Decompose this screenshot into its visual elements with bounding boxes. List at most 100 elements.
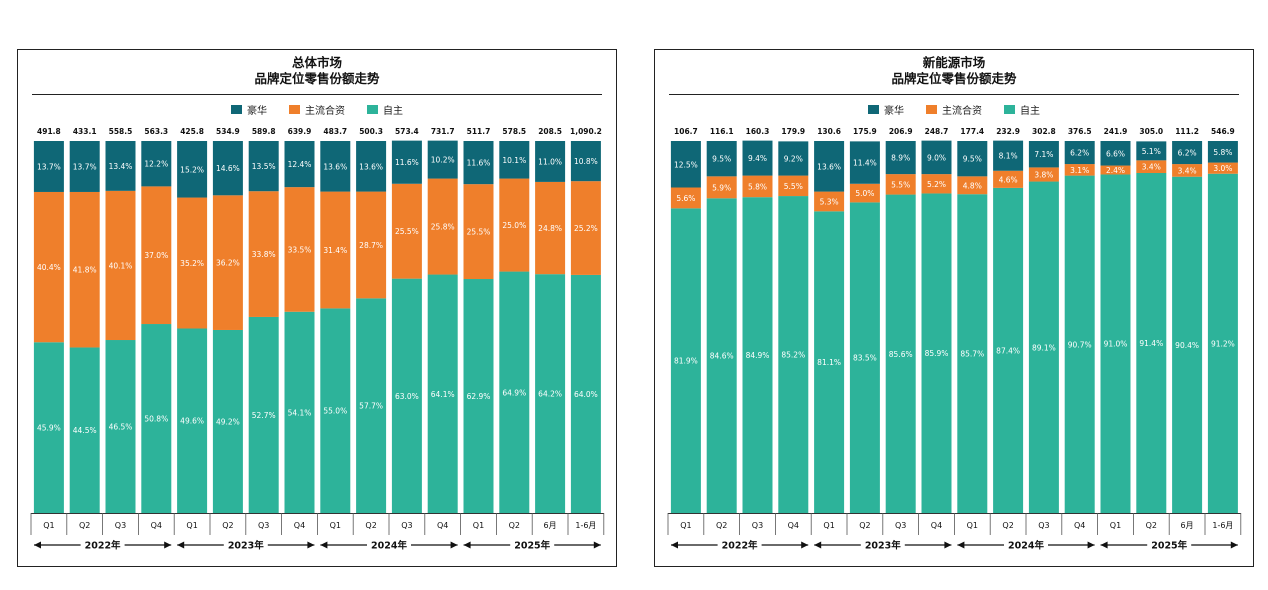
legend-item-luxury: 豪华: [868, 101, 904, 117]
year-group-label: 2025年: [514, 540, 550, 552]
bar-segment-independent: [535, 274, 566, 513]
bar-segment-luxury: [1136, 141, 1167, 161]
data-label-independent: 90.4%: [1175, 341, 1199, 350]
total-label: 179.9: [781, 127, 805, 136]
bar-segment-luxury: [814, 141, 845, 192]
chart-panel-overall-market: 总体市场 品牌定位零售份额走势 豪华 主流合资 自主 45.9% 40.4% 13.…: [17, 49, 617, 567]
category-tick-label: Q4: [294, 521, 305, 530]
bar-segment-luxury: [69, 141, 100, 192]
data-label-independent: 64.0%: [574, 390, 598, 399]
data-label-luxury: 12.4%: [288, 160, 312, 169]
bar-segment-mainstream: [742, 175, 773, 198]
bar-segment-mainstream: [1207, 162, 1238, 174]
data-label-independent: 64.1%: [431, 390, 455, 399]
data-label-luxury: 13.7%: [73, 162, 97, 171]
total-label: 177.4: [960, 127, 984, 136]
legend-swatch-independent: [367, 104, 378, 114]
data-label-mainstream: 28.7%: [359, 241, 383, 250]
total-label: 425.8: [180, 127, 204, 136]
category-tick-label: Q4: [788, 521, 799, 530]
bar-segment-independent: [885, 194, 916, 513]
bar-segment-mainstream: [814, 191, 845, 212]
data-label-luxury: 10.1%: [502, 156, 526, 165]
data-label-mainstream: 5.0%: [855, 189, 874, 198]
bar-segment-mainstream: [177, 197, 208, 329]
bar-segment-luxury: [993, 140, 1024, 171]
category-tick-label: Q4: [151, 521, 162, 530]
bar-segment-mainstream: [885, 174, 916, 195]
data-label-mainstream: 31.4%: [323, 246, 347, 255]
data-label-mainstream: 5.6%: [676, 194, 695, 203]
bar-segment-independent: [570, 274, 601, 513]
bar-segment-independent: [1172, 176, 1203, 513]
data-label-luxury: 6.2%: [1070, 149, 1089, 158]
data-label-luxury: 5.1%: [1142, 147, 1161, 156]
bar-segment-mainstream: [1028, 167, 1059, 182]
total-label: 639.9: [288, 127, 312, 136]
data-label-luxury: 14.6%: [216, 164, 240, 173]
bar-segment-independent: [33, 342, 64, 513]
bar-segment-mainstream: [570, 181, 601, 275]
legend-label-independent: 自主: [383, 105, 403, 117]
bar-segment-luxury: [427, 140, 458, 179]
bar-segment-luxury: [535, 141, 566, 182]
data-label-mainstream: 3.4%: [1142, 163, 1161, 172]
bar-segment-luxury: [1064, 141, 1095, 165]
data-label-independent: 44.5%: [73, 426, 97, 435]
arrowhead-right-icon: [801, 541, 809, 549]
bar-segment-independent: [284, 311, 315, 513]
total-label: 563.3: [144, 127, 168, 136]
data-label-luxury: 13.5%: [252, 162, 276, 171]
total-label: 248.7: [925, 127, 949, 136]
data-label-mainstream: 40.1%: [109, 261, 133, 270]
bar-segment-mainstream: [356, 191, 387, 299]
year-group-label: 2022年: [85, 540, 121, 552]
total-label: 433.1: [73, 127, 97, 136]
bar-segment-mainstream: [141, 186, 172, 325]
data-label-mainstream: 37.0%: [144, 251, 168, 260]
total-label: 116.1: [710, 127, 734, 136]
data-label-luxury: 13.6%: [817, 162, 841, 171]
total-label: 106.7: [674, 127, 698, 136]
category-tick-label: Q3: [115, 521, 126, 530]
arrowhead-left-icon: [671, 541, 678, 549]
category-tick-label: 6月: [544, 521, 557, 530]
data-label-independent: 64.2%: [538, 390, 562, 399]
chart-subtitle: 品牌定位零售份额走势: [254, 71, 380, 86]
data-label-luxury: 11.4%: [853, 159, 877, 168]
data-label-mainstream: 25.8%: [431, 223, 455, 232]
data-label-mainstream: 5.9%: [712, 183, 731, 192]
data-label-mainstream: 3.1%: [1070, 166, 1089, 175]
data-label-luxury: 9.0%: [927, 153, 946, 162]
legend-label-luxury: 豪华: [884, 105, 904, 117]
data-label-mainstream: 33.8%: [252, 250, 276, 259]
data-label-luxury: 9.5%: [712, 155, 731, 164]
total-label: 573.4: [395, 127, 419, 136]
total-label: 208.5: [538, 127, 562, 136]
total-label: 546.9: [1211, 127, 1235, 136]
arrowhead-right-icon: [1230, 541, 1238, 549]
category-tick-label: Q3: [258, 521, 269, 530]
arrowhead-left-icon: [34, 541, 41, 549]
total-label: 578.5: [502, 127, 526, 136]
year-group-label: 2024年: [1008, 540, 1044, 552]
data-label-luxury: 12.2%: [144, 160, 168, 169]
data-label-mainstream: 5.5%: [784, 182, 803, 191]
data-label-luxury: 12.5%: [674, 160, 698, 169]
bar-segment-luxury: [570, 141, 601, 182]
data-label-independent: 46.5%: [109, 423, 133, 432]
category-tick-label: Q2: [222, 521, 233, 530]
bar-segment-mainstream: [670, 187, 701, 209]
category-tick-label: Q3: [752, 521, 763, 530]
total-label: 232.9: [996, 127, 1020, 136]
bar-segment-mainstream: [69, 191, 100, 348]
category-tick-label: Q1: [186, 521, 197, 530]
bar-segment-mainstream: [1172, 164, 1203, 177]
data-label-luxury: 10.8%: [574, 157, 598, 166]
bar-segment-independent: [248, 316, 279, 513]
data-label-mainstream: 25.5%: [395, 227, 419, 236]
chart-panel-nev-market: 新能源市场 品牌定位零售份额走势 豪华 主流合资 自主 81.9% 5.6% 12.…: [654, 49, 1254, 567]
category-tick-label: 6月: [1181, 521, 1194, 530]
data-label-luxury: 8.1%: [999, 152, 1018, 161]
data-label-mainstream: 5.8%: [748, 182, 767, 191]
